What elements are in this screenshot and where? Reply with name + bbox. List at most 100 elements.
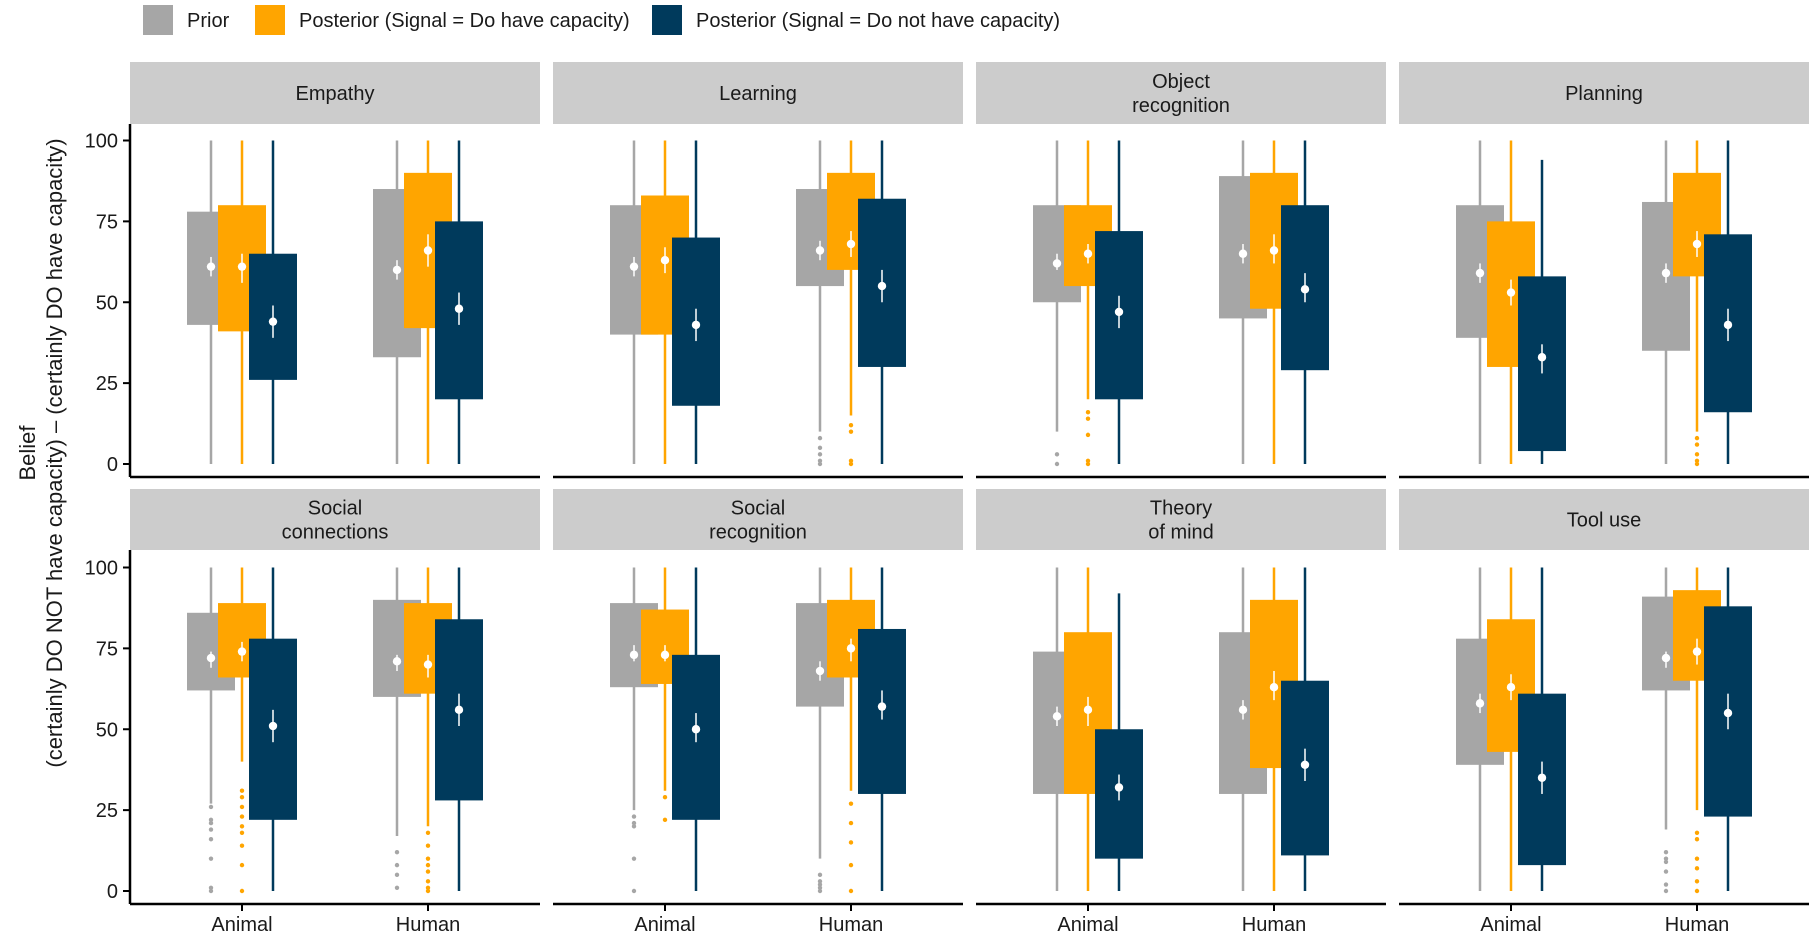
y-tick-label-0-2: 50 (96, 292, 118, 314)
panel-strip-5 (553, 489, 963, 550)
box-4-0-0-outlier-1 (208, 885, 214, 890)
box-4-0-1-outlier-1 (239, 862, 245, 868)
box-6-1-0-mean-point (1238, 705, 1248, 715)
x-tick-label-7-1: Human (1665, 914, 1729, 936)
y-tick-label-4-0: 0 (107, 881, 118, 903)
box-2-0-1-outlier-3 (1085, 416, 1091, 421)
box-4-0-0-outlier-4 (208, 827, 214, 832)
box-1-1-0-outlier-1 (817, 458, 823, 463)
box-7-0-0-mean-point (1475, 699, 1485, 708)
box-4-0-1-outlier-4 (239, 824, 245, 829)
box-5-0-0-outlier-4 (631, 814, 637, 819)
box-7-1-2-mean-point (1723, 708, 1733, 718)
box-0-1-1-mean-point (423, 246, 433, 255)
box-4-0-0-outlier-5 (208, 820, 214, 826)
panel-title-6-line2: of mind (1148, 522, 1214, 544)
legend-swatch-2 (652, 5, 682, 35)
box-4-1-1-outlier-3 (425, 869, 431, 874)
box-4-0-0-outlier-2 (208, 856, 214, 861)
box-4-1-0-outlier-2 (394, 862, 400, 868)
box-6-0-2-mean-point (1114, 783, 1124, 792)
box-5-1-1-outlier-0 (848, 888, 854, 894)
panel-title-0: Empathy (296, 83, 375, 105)
box-7-1-1-outlier-2 (1694, 866, 1700, 871)
box-4-0-2-mean-point (268, 721, 278, 731)
box-4-1-1-outlier-2 (425, 879, 431, 884)
box-6-1-1-mean-point (1269, 682, 1279, 692)
box-2-0-1-outlier-4 (1085, 410, 1091, 415)
box-7-1-1-outlier-5 (1694, 830, 1700, 835)
box-7-1-0-outlier-3 (1663, 859, 1669, 865)
box-6-0-1-mean-point (1083, 705, 1093, 715)
box-5-0-1-mean-point (660, 650, 670, 660)
box-5-1-1-outlier-2 (848, 840, 854, 845)
panel-strip-7 (1399, 489, 1809, 550)
box-4-1-0-mean-point (392, 657, 402, 666)
box-1-1-0-outlier-3 (817, 445, 823, 451)
box-1-1-1-outlier-1 (848, 458, 854, 463)
panel-title-4-line2: connections (282, 522, 389, 544)
panel-title-2-line2: recognition (1132, 95, 1230, 117)
box-5-1-1-outlier-1 (848, 862, 854, 868)
box-4-1-1-outlier-5 (425, 856, 431, 861)
y-tick-label-0-4: 100 (85, 131, 118, 153)
legend-label-1: Posterior (Signal = Do have capacity) (299, 10, 630, 32)
panel-strip-3 (1399, 62, 1809, 124)
box-7-0-2-mean-point (1537, 773, 1547, 782)
box-5-0-0-mean-point (629, 650, 639, 660)
box-7-1-0-outlier-5 (1663, 849, 1669, 855)
panel-title-5-line2: recognition (709, 522, 807, 544)
y-tick-label-0-0: 0 (107, 454, 118, 476)
x-tick-label-6-1: Human (1242, 914, 1306, 936)
box-1-1-1-mean-point (846, 239, 856, 249)
box-4-1-1-outlier-0 (425, 888, 431, 894)
box-5-1-0-outlier-1 (817, 885, 823, 890)
box-4-1-1-outlier-4 (425, 862, 431, 868)
box-4-1-0-outlier-3 (394, 849, 400, 855)
box-4-1-2-mean-point (454, 705, 464, 715)
panel-title-5-line1: Social (731, 498, 785, 520)
legend-label-0: Prior (187, 10, 230, 32)
box-1-0-1-mean-point (660, 255, 670, 265)
box-7-0-1-mean-point (1506, 682, 1516, 692)
box-4-1-1-outlier-6 (425, 843, 431, 848)
box-1-0-0-mean-point (629, 262, 639, 271)
box-5-0-0-outlier-3 (631, 820, 637, 826)
box-4-0-0-outlier-7 (208, 804, 214, 810)
box-1-1-0-mean-point (815, 246, 825, 255)
box-2-0-1-outlier-2 (1085, 432, 1091, 438)
box-3-1-0-mean-point (1661, 268, 1671, 278)
legend-label-2: Posterior (Signal = Do not have capacity… (696, 10, 1060, 32)
box-7-1-1-outlier-0 (1694, 888, 1700, 894)
box-5-0-1-outlier-0 (662, 817, 668, 823)
x-tick-label-7-0: Animal (1480, 914, 1541, 936)
y-axis-title-line2: (certainly DO NOT have capacity) – (cert… (42, 138, 67, 767)
panel-title-1: Learning (719, 83, 797, 105)
box-3-0-2-mean-point (1537, 353, 1547, 362)
box-1-0-2-mean-point (691, 320, 701, 330)
box-2-1-1-mean-point (1269, 246, 1279, 255)
box-4-0-1-outlier-0 (239, 888, 245, 894)
x-tick-label-4-1: Human (396, 914, 460, 936)
box-0-1-0-mean-point (392, 265, 402, 275)
box-5-1-0-outlier-0 (817, 888, 823, 894)
box-2-0-1-mean-point (1083, 249, 1093, 258)
box-1-1-1-outlier-0 (848, 461, 854, 467)
box-5-1-1-outlier-4 (848, 801, 854, 806)
box-7-1-0-outlier-1 (1663, 882, 1669, 887)
y-tick-label-4-2: 50 (96, 719, 118, 741)
box-1-1-0-outlier-4 (817, 435, 823, 441)
box-5-1-1-outlier-3 (848, 820, 854, 826)
box-2-0-2-mean-point (1114, 307, 1124, 317)
box-5-1-0-outlier-4 (817, 872, 823, 878)
box-2-0-1-outlier-1 (1085, 458, 1091, 463)
box-4-1-0-outlier-1 (394, 872, 400, 878)
box-4-1-1-outlier-1 (425, 885, 431, 890)
box-4-1-0-outlier-0 (394, 885, 400, 890)
panel-title-4-line1: Social (308, 498, 362, 520)
box-3-1-1-mean-point (1692, 239, 1702, 249)
box-4-0-0-mean-point (206, 653, 216, 663)
box-7-1-0-outlier-2 (1663, 869, 1669, 874)
box-7-1-1-outlier-4 (1694, 837, 1700, 842)
box-6-1-2-mean-point (1300, 760, 1310, 770)
